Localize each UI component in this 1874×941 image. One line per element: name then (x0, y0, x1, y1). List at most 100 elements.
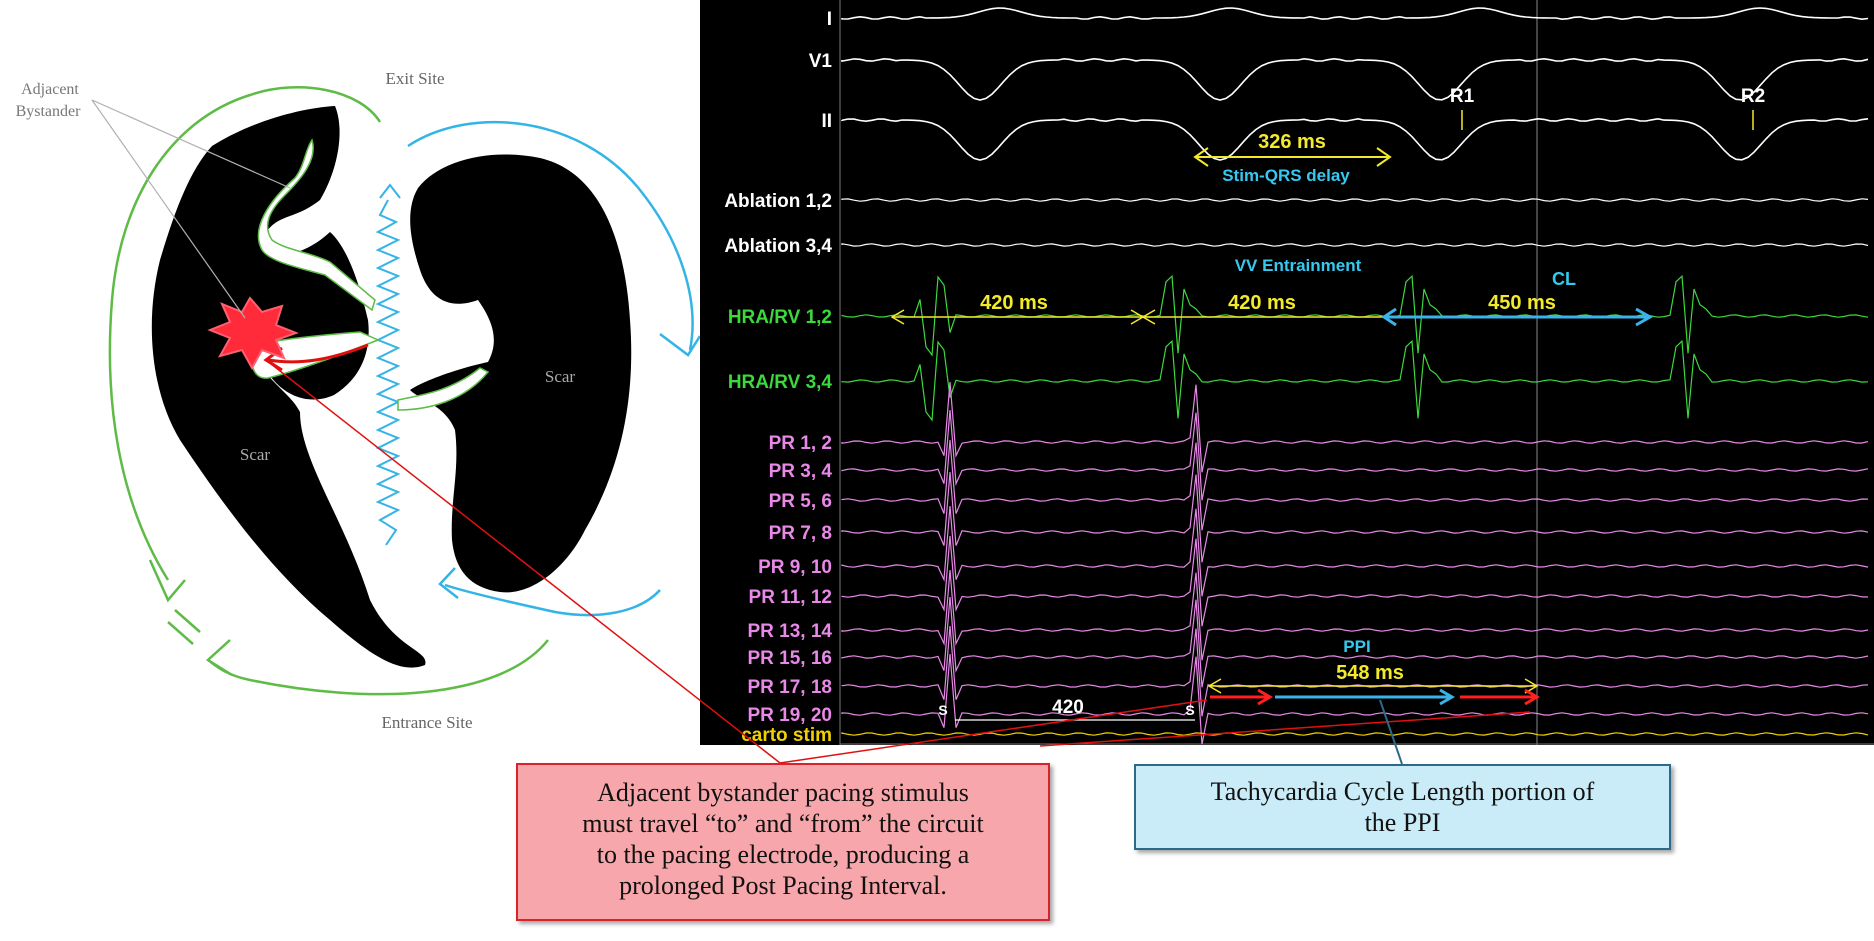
r1-label: R1 (1450, 86, 1475, 107)
adjacent-bystander-label-2: Bystander (16, 103, 82, 120)
green-block-line-2 (167, 621, 194, 645)
callout-left-line-3: to the pacing electrode, producing a (596, 840, 970, 869)
channel-trace (841, 535, 1869, 627)
green-block-line-1 (174, 609, 201, 633)
vv-entrainment-label: VV Entrainment (1235, 256, 1362, 275)
isthmus-up-arrow (379, 183, 401, 199)
stim-s-label-2: S (1185, 702, 1194, 718)
scar-right (410, 154, 632, 593)
stim-qrs-arrow-right (1376, 147, 1392, 167)
callout-left-line-4: prolonged Post Pacing Interval. (619, 871, 947, 900)
isthmus-zigzag (375, 199, 401, 546)
interval1-arrow-left (890, 309, 905, 325)
ppi-arrow-left (1207, 678, 1222, 694)
callout-pointers (265, 359, 1531, 765)
bystander-branch-upper (257, 138, 376, 312)
bystander-pointer-1 (91, 99, 291, 189)
cl-label: CL (1552, 269, 1576, 289)
exit-site-label: Exit Site (385, 69, 444, 88)
channel-label: PR 11, 12 (749, 587, 832, 608)
channel-label: PR 19, 20 (748, 705, 833, 726)
channel-label: V1 (809, 51, 833, 72)
channel-label: PR 13, 14 (748, 621, 833, 642)
stim-s-label-1: S (938, 702, 947, 718)
channel-trace (841, 439, 1869, 531)
green-arrowhead-1 (148, 559, 186, 603)
pointer-ppi-to-callout-1 (779, 699, 1208, 764)
ppi-label: PPI (1343, 637, 1370, 656)
bystander-pointer-2 (91, 99, 246, 319)
stim-qrs-label: Stim-QRS delay (1222, 166, 1350, 185)
interval2-value: 420 ms (1228, 292, 1296, 314)
scar-right-label: Scar (545, 367, 576, 386)
pointer-blue-to-callout (1379, 699, 1403, 765)
ppi-blue-arrowhead (1439, 688, 1455, 706)
channel-trace (841, 596, 1869, 688)
channel-label: PR 1, 2 (769, 433, 832, 454)
channel-trace (841, 117, 1869, 161)
tachycardia-cl-callout: Tachycardia Cycle Length portion of the … (1134, 764, 1671, 850)
interval2-arrow-left (1141, 309, 1156, 325)
channel-trace (841, 505, 1869, 597)
tracing-background (700, 0, 1874, 745)
channel-label: PR 5, 6 (769, 491, 832, 512)
channel-trace (841, 198, 1869, 202)
ppi-red-arrowhead-2 (1524, 688, 1540, 706)
channel-trace (841, 569, 1869, 661)
channel-trace (841, 7, 1869, 21)
channel-label: PR 3, 4 (769, 461, 833, 482)
channel-trace (841, 471, 1869, 563)
green-arrowhead-2 (205, 639, 233, 677)
cl-arrow-left (1381, 307, 1397, 327)
channel-label: carto stim (741, 725, 832, 746)
scar-left (151, 106, 426, 668)
scar-left-label: Scar (240, 445, 271, 464)
channel-trace (841, 339, 1869, 422)
callout-right-line-2: the PPI (1364, 808, 1441, 837)
stim-qrs-arrow-left (1193, 147, 1209, 167)
channel-trace (841, 381, 1869, 473)
channel-label: HRA/RV 3,4 (728, 372, 833, 393)
channel-labels: I V1 II Ablation 1,2 Ablation 3,4 HRA/RV 1,2 H… (724, 9, 832, 746)
blue-arrowhead-right (659, 333, 702, 357)
callout-right-line-1: Tachycardia Cycle Length portion of (1210, 777, 1595, 806)
channel-label: PR 9, 10 (758, 557, 832, 578)
pointer-star-to-callout (265, 359, 781, 764)
stim-qrs-value: 326 ms (1258, 131, 1326, 153)
channel-trace (841, 243, 1869, 247)
blue-circuit-loop (407, 121, 694, 351)
channel-trace (841, 732, 1869, 736)
channel-traces (841, 7, 1869, 745)
green-circuit-loop (108, 86, 382, 581)
adjacent-bystander-label-1: Adjacent (21, 81, 79, 98)
r2-label: R2 (1741, 86, 1765, 107)
isthmus-channel (370, 200, 400, 560)
blue-arrowhead-bottom (438, 567, 459, 599)
right-branch (397, 367, 490, 411)
callout-left-line-1: Adjacent bystander pacing stimulus (597, 778, 969, 807)
entrance-site-label: Entrance Site (381, 713, 472, 732)
ep-tracing-panel: I V1 II Ablation 1,2 Ablation 3,4 HRA/RV 1,2 H… (700, 0, 1874, 746)
reentry-circuit-diagram: Adjacent Bystander Exit Site Entrance Si… (16, 69, 702, 732)
red-path-arrow (267, 343, 369, 364)
cl-value: 450 ms (1488, 292, 1556, 314)
channel-label: PR 15, 16 (748, 648, 833, 669)
channel-label: HRA/RV 1,2 (728, 307, 832, 328)
channel-label: PR 7, 8 (769, 523, 832, 544)
channel-trace (841, 274, 1869, 357)
channel-trace (841, 57, 1869, 101)
channel-trace (841, 653, 1869, 745)
cl-arrow-right (1635, 307, 1654, 327)
blue-bottom-loop (444, 583, 661, 617)
interval1-value: 420 ms (980, 292, 1048, 314)
channel-label: PR 17, 18 (748, 677, 833, 698)
channel-label: Ablation 1,2 (724, 191, 832, 212)
ppi-value: 548 ms (1336, 662, 1404, 684)
pointer-ppi-to-callout-2 (1039, 711, 1531, 747)
channel-label: II (821, 111, 832, 132)
bystander-explanation-callout: Adjacent bystander pacing stimulus must … (516, 763, 1050, 921)
ppi-red-arrowhead-1 (1257, 688, 1273, 706)
channel-label: Ablation 3,4 (724, 236, 832, 257)
channel-label: I (827, 9, 832, 30)
